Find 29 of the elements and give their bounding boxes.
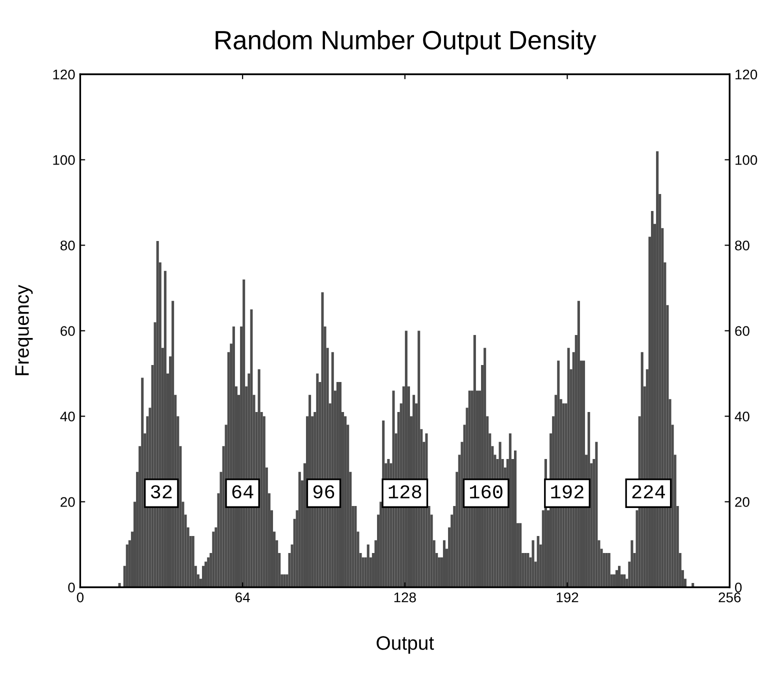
chart-title: Random Number Output Density	[216, 30, 596, 55]
x-tick-label: 0	[76, 592, 84, 602]
y2-tick-label: 80	[735, 240, 750, 250]
annotation: 160	[470, 485, 502, 498]
y2-tick-label: 20	[735, 497, 750, 507]
y-tick-label: 60	[60, 326, 75, 336]
y2-tick-label: 120	[736, 70, 758, 80]
y-tick-label: 20	[60, 497, 75, 507]
annotation: 64	[232, 485, 254, 498]
annotation: 224	[632, 485, 665, 498]
x-tick-label: 192	[556, 592, 578, 602]
annotation: 32	[150, 485, 172, 498]
y-tick-label: 120	[53, 70, 75, 80]
y-tick-label: 80	[60, 240, 75, 250]
y2-tick-label: 100	[736, 155, 758, 165]
annotation: 192	[551, 485, 584, 498]
y-tick-label: 40	[60, 412, 75, 422]
y2-tick-label: 0	[735, 582, 742, 592]
x-tick-label: 128	[394, 592, 416, 602]
x-tick-label: 256	[718, 592, 741, 602]
y-tick-label: 100	[53, 155, 75, 165]
annotation: 96	[313, 485, 334, 498]
x-tick-label: 64	[236, 592, 250, 602]
annotation: 128	[388, 485, 422, 498]
y2-tick-label: 40	[734, 412, 750, 422]
x-axis-title: Output	[376, 636, 434, 654]
y-axis-title: Frequency	[15, 284, 33, 376]
y-tick-label: 0	[68, 582, 75, 592]
y2-tick-label: 60	[735, 326, 750, 336]
